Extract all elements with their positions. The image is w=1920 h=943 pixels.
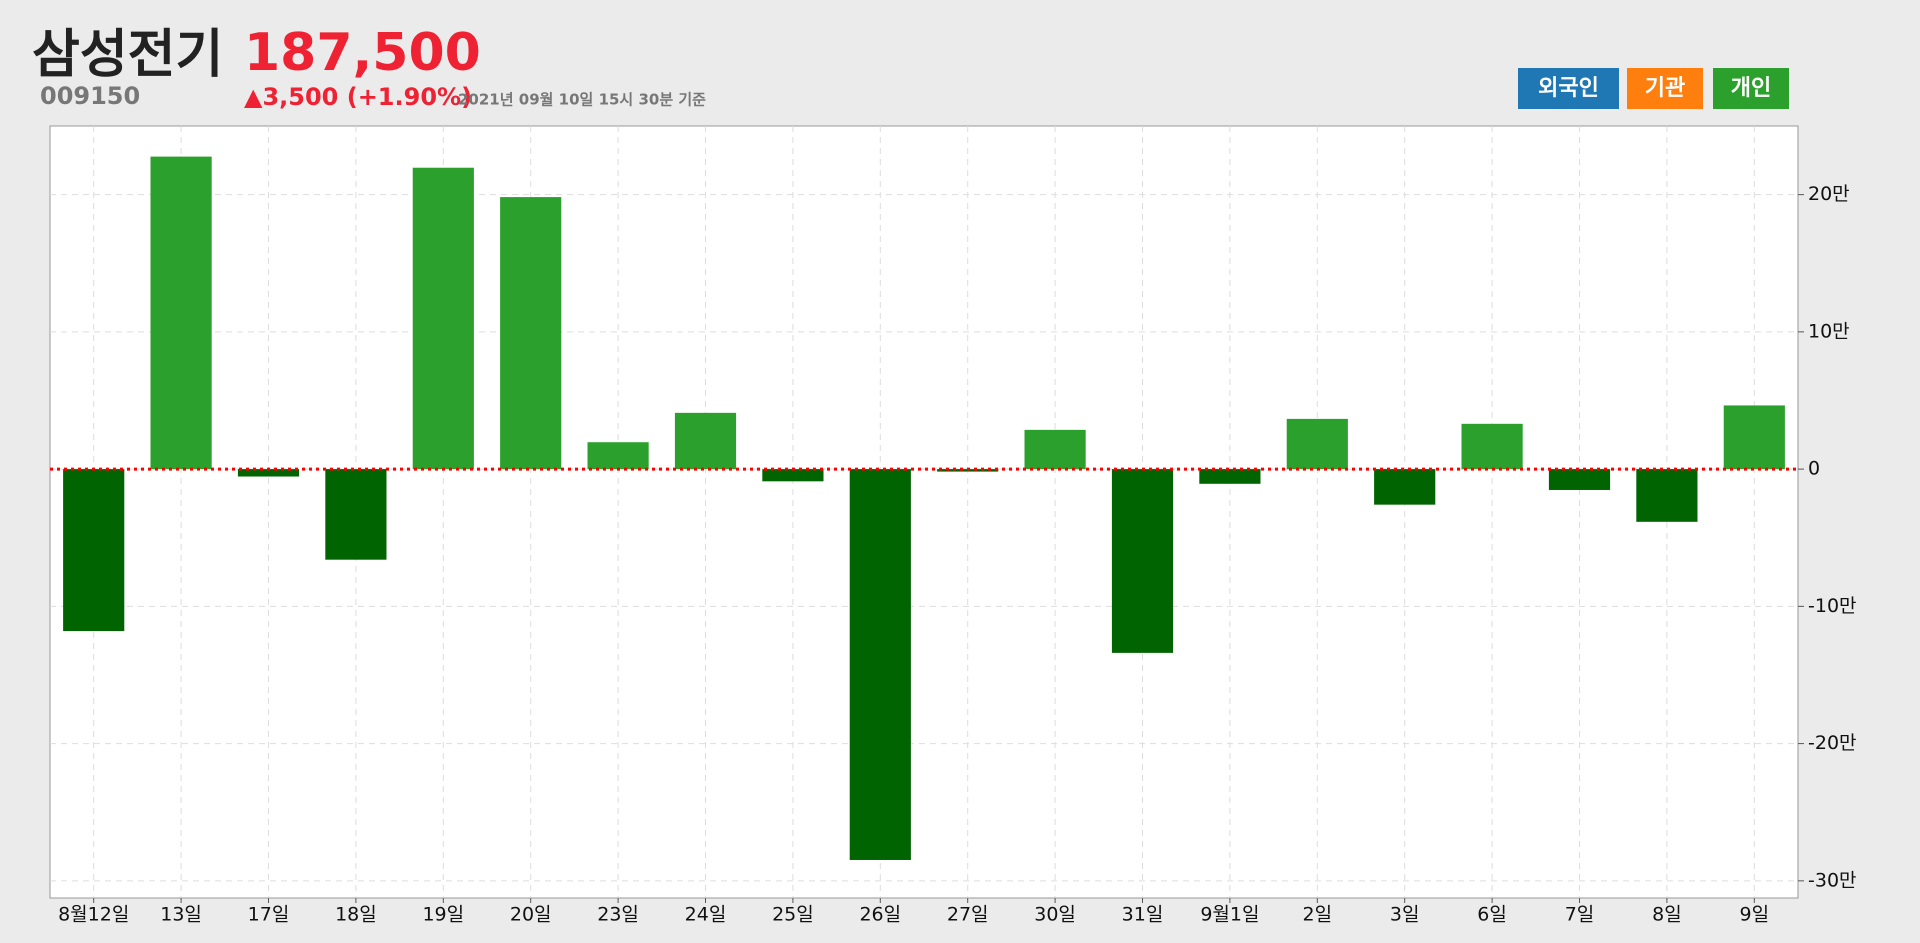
bar [1548, 469, 1611, 490]
y-tick-label: -10만 [1808, 595, 1857, 617]
bar [412, 167, 474, 470]
y-tick-label: -30만 [1808, 869, 1857, 891]
bar [1286, 418, 1348, 470]
x-tick-label: 13일 [160, 904, 202, 926]
bar [500, 197, 562, 470]
x-tick-label: 31일 [1122, 904, 1164, 926]
y-tick-label: 10만 [1808, 320, 1850, 342]
y-tick-label: 20만 [1808, 183, 1850, 205]
bar [1374, 469, 1436, 505]
x-tick-label: 7일 [1565, 904, 1595, 926]
bar [674, 412, 737, 470]
bar [237, 469, 300, 477]
x-tick-label: 18일 [335, 904, 377, 926]
x-tick-label: 9월1일 [1200, 904, 1259, 926]
price-change: ▲3,500 (+1.90%) [244, 83, 472, 111]
x-tick-label: 3일 [1390, 904, 1420, 926]
bar [1111, 469, 1174, 653]
y-tick-label: -20만 [1808, 732, 1857, 754]
x-tick-label: 17일 [248, 904, 290, 926]
stock-name: 삼성전기 [32, 25, 223, 85]
bar [325, 469, 387, 560]
x-tick-label: 2일 [1303, 904, 1333, 926]
bar [1461, 423, 1523, 470]
x-tick-label: 8일 [1652, 904, 1682, 926]
filter-button-label[interactable]: 개인 [1731, 76, 1771, 101]
x-tick-label: 8월12일 [58, 904, 129, 926]
timestamp: 2021년 09월 10일 15시 30분 기준 [458, 91, 706, 109]
x-tick-label: 6일 [1477, 904, 1507, 926]
x-tick-label: 30일 [1034, 904, 1076, 926]
bar [1636, 469, 1698, 522]
plot-area [49, 125, 1799, 899]
x-tick-label: 26일 [859, 904, 901, 926]
filter-button[interactable] [1627, 68, 1703, 109]
x-tick-label: 25일 [772, 904, 814, 926]
filter-button[interactable] [1713, 68, 1789, 109]
bar [762, 469, 824, 482]
bar [587, 442, 649, 470]
bar [1024, 429, 1086, 470]
bar [63, 469, 125, 632]
x-tick-label: 23일 [597, 904, 639, 926]
x-tick-label: 27일 [947, 904, 989, 926]
bar [849, 469, 911, 860]
stock-code: 009150 [40, 82, 140, 110]
filter-button[interactable] [1518, 68, 1619, 109]
filter-button-label[interactable]: 외국인 [1538, 76, 1599, 101]
x-tick-label: 20일 [510, 904, 552, 926]
filter-button-label[interactable]: 기관 [1645, 76, 1685, 101]
x-tick-label: 19일 [422, 904, 464, 926]
y-tick-label: 0 [1808, 458, 1820, 480]
bar [150, 156, 212, 470]
x-tick-label: 9일 [1740, 904, 1770, 926]
price: 187,500 [244, 23, 481, 83]
x-tick-label: 24일 [685, 904, 727, 926]
bar [1723, 405, 1785, 470]
bar [1199, 469, 1261, 484]
